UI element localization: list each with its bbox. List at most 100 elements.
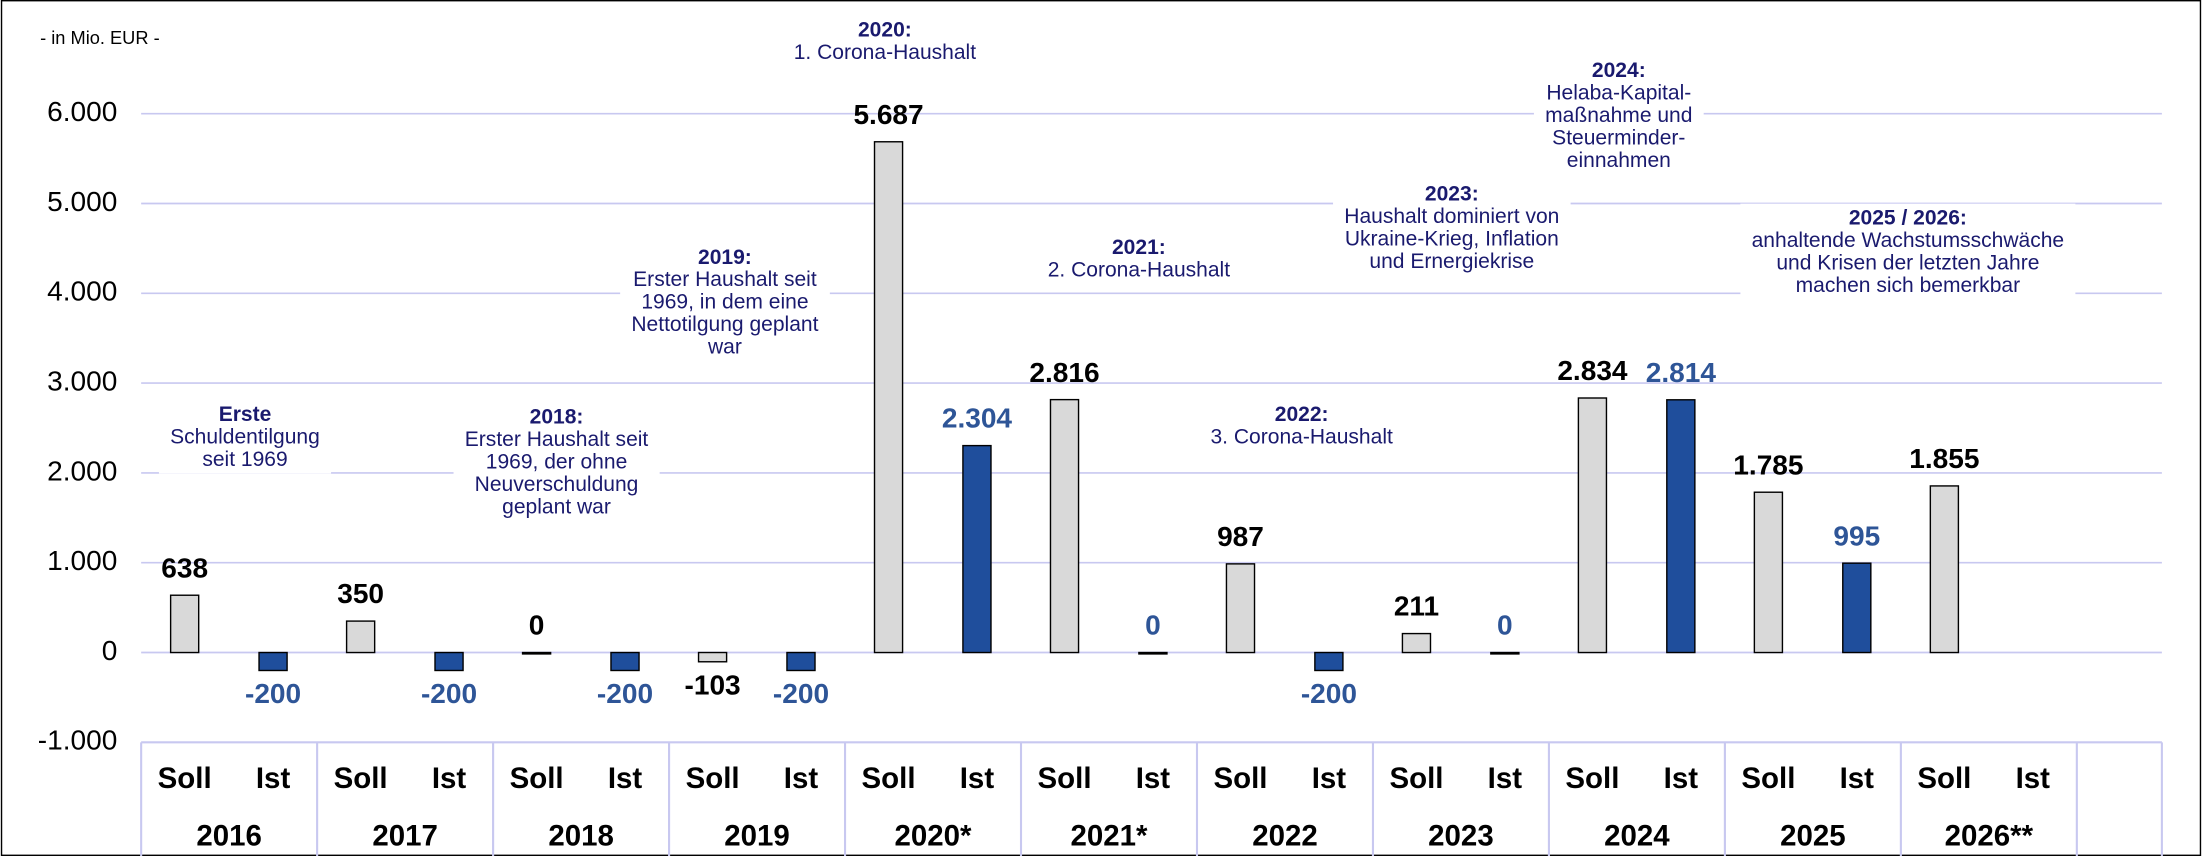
annotation-bg <box>782 15 988 67</box>
value-label: 2.304 <box>942 403 1013 434</box>
bar <box>1929 485 1960 654</box>
x-tick-label: 2019 <box>724 820 790 853</box>
bar <box>1138 651 1168 655</box>
value-label: 2.834 <box>1557 355 1628 386</box>
value-label: 1.855 <box>1909 443 1979 474</box>
annotation-line: und Ernergiekrise <box>1369 250 1534 273</box>
annotation-title: 2021: <box>1112 236 1166 259</box>
bar <box>1753 491 1784 654</box>
annotation-line: anhaltende Wachstumsschwäche <box>1752 229 2065 252</box>
value-label: -103 <box>685 669 741 700</box>
annotation-bg <box>1036 233 1242 285</box>
series-label: Soll <box>334 762 388 795</box>
value-label: -200 <box>421 678 477 709</box>
x-tick-label: 2020* <box>895 820 973 853</box>
series-label: Soll <box>1213 762 1267 795</box>
annotation-line: Helaba-Kapital- <box>1546 82 1691 105</box>
series-label: Ist <box>1840 762 1875 795</box>
value-label: 1.785 <box>1733 449 1803 480</box>
annotation-line: 1969, der ohne <box>486 451 627 474</box>
bar <box>697 651 728 663</box>
unit-label: - in Mio. EUR - <box>40 27 160 48</box>
annotation-line: 1. Corona-Haushalt <box>794 41 977 64</box>
value-label: 0 <box>1145 610 1161 641</box>
value-label: -200 <box>245 678 301 709</box>
annotation-bg <box>1199 400 1405 452</box>
annotation-line: Steuerminder- <box>1552 126 1685 149</box>
series-label: Soll <box>1917 762 1971 795</box>
value-label: 987 <box>1217 521 1264 552</box>
annotation: 2020:1. Corona-Haushalt <box>782 15 988 67</box>
y-tick-label: 4.000 <box>47 276 117 307</box>
bar <box>610 651 640 672</box>
series-label: Soll <box>686 762 740 795</box>
annotation-line: machen sich bemerkbar <box>1796 274 2020 297</box>
y-tick-label: 5.000 <box>47 186 117 217</box>
annotation-line: einnahmen <box>1567 149 1671 172</box>
bar <box>962 444 992 654</box>
y-tick-label: 2.000 <box>47 455 117 486</box>
series-label: Ist <box>960 762 995 795</box>
bar <box>169 594 200 654</box>
annotation-line: Erster Haushalt seit <box>465 428 649 451</box>
series-label: Ist <box>1488 762 1523 795</box>
bar <box>258 651 288 672</box>
series-label: Ist <box>1136 762 1171 795</box>
annotation-title: 2018: <box>530 406 584 429</box>
series-label: Ist <box>1312 762 1347 795</box>
bar <box>1842 562 1872 654</box>
value-label: -200 <box>1301 678 1357 709</box>
value-label: 5.687 <box>853 99 923 130</box>
bar <box>345 620 376 654</box>
value-label: 0 <box>1497 610 1513 641</box>
series-label: Soll <box>510 762 564 795</box>
annotation-line: Neuverschuldung <box>475 473 639 496</box>
value-label: 350 <box>337 578 384 609</box>
x-tick-label: 2016 <box>196 820 262 853</box>
annotation-bg <box>453 402 660 522</box>
bar <box>521 651 552 655</box>
x-tick-label: 2018 <box>548 820 614 853</box>
annotation-line: 1969, in dem eine <box>641 291 808 314</box>
series-label: Soll <box>1565 762 1619 795</box>
series-label: Ist <box>784 762 819 795</box>
value-label: 211 <box>1394 591 1439 622</box>
annotation-bg <box>1333 179 1571 276</box>
series-label: Ist <box>608 762 643 795</box>
value-label: 638 <box>161 552 208 583</box>
annotation-line: Haushalt dominiert von <box>1344 205 1559 228</box>
annotation-line: geplant war <box>502 496 611 519</box>
annotation-line: Erster Haushalt seit <box>633 268 817 291</box>
bar <box>434 651 464 672</box>
annotation-title: 2025 / 2026: <box>1849 206 1967 229</box>
y-tick-label: 0 <box>102 635 118 666</box>
y-tick-label: 6.000 <box>47 96 117 127</box>
annotation-line: war <box>707 336 742 359</box>
value-label: 0 <box>529 610 545 641</box>
x-tick-label: 2026** <box>1945 820 2034 853</box>
annotation-line: maßnahme und <box>1545 104 1692 127</box>
bar <box>1401 632 1432 654</box>
bar <box>1577 397 1608 654</box>
series-label: Soll <box>158 762 212 795</box>
annotation-bg <box>158 400 332 474</box>
annotation-bg <box>1533 56 1704 175</box>
annotation: 2021:2. Corona-Haushalt <box>1036 233 1242 285</box>
y-tick-label: -1.000 <box>38 725 118 756</box>
bar <box>786 651 816 672</box>
bar <box>1225 563 1256 654</box>
series-label: Soll <box>862 762 916 795</box>
series-label: Soll <box>1389 762 1443 795</box>
bar <box>1666 399 1696 654</box>
annotation-title: 2019: <box>698 246 752 269</box>
bar <box>1049 398 1080 654</box>
annotation-line: und Krisen der letzten Jahre <box>1776 251 2039 274</box>
annotation-line: 2. Corona-Haushalt <box>1048 258 1231 281</box>
x-tick-label: 2023 <box>1428 820 1494 853</box>
series-label: Ist <box>1664 762 1699 795</box>
value-label: -200 <box>773 678 829 709</box>
